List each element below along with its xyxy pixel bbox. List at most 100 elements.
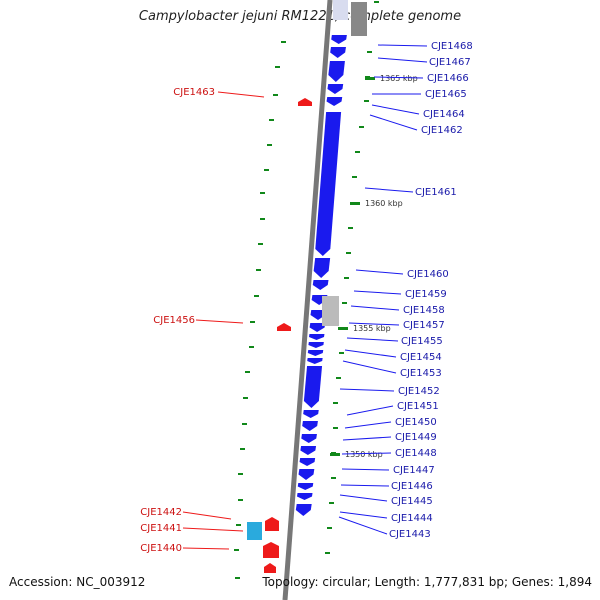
gene-label-forward: CJE1465 <box>425 89 467 100</box>
gene-label-forward: CJE1455 <box>401 336 443 347</box>
gene-label-forward: CJE1447 <box>393 465 435 476</box>
gc-tick-right <box>333 427 338 429</box>
reverse-leader-line <box>182 527 244 532</box>
gc-tick-right <box>374 1 379 3</box>
position-label: 1350 kbp <box>345 450 383 459</box>
gene-label-forward: CJE1451 <box>397 401 439 412</box>
gene-label-forward: CJE1457 <box>403 320 445 331</box>
forward-gene-arrow <box>331 35 347 44</box>
gc-tick-left <box>240 448 245 450</box>
reverse-gene-arrow <box>277 323 291 331</box>
gene-label-forward: CJE1467 <box>429 57 471 68</box>
gc-tick-left <box>256 269 261 271</box>
gc-tick-left <box>245 371 250 373</box>
gene-label-reverse: CJE1456 <box>153 315 195 326</box>
forward-gene-arrow <box>327 84 344 94</box>
gene-label-forward: CJE1448 <box>395 448 437 459</box>
forward-leader-line <box>342 360 397 374</box>
label-leader-lines <box>182 44 428 550</box>
gc-tick-right <box>331 477 336 479</box>
reverse-leader-line <box>182 511 232 520</box>
gene-label-forward: CJE1459 <box>405 289 447 300</box>
position-label: 1355 kbp <box>353 324 391 333</box>
gene-label-forward: CJE1468 <box>431 41 473 52</box>
gene-label-forward: CJE1452 <box>398 386 440 397</box>
gene-label-forward: CJE1444 <box>391 513 433 524</box>
gc-tick-right <box>364 100 369 102</box>
gc-tick-right <box>325 552 330 554</box>
forward-leader-line <box>339 511 388 519</box>
forward-leader-line <box>369 114 418 131</box>
forward-gene-arrow <box>298 469 315 480</box>
gene-label-forward: CJE1461 <box>415 187 457 198</box>
gc-tick-left <box>267 144 272 146</box>
gene-label-forward: CJE1443 <box>389 529 431 540</box>
gc-tick-right <box>333 402 338 404</box>
forward-leader-line <box>340 484 390 487</box>
forward-gene-arrow <box>297 483 314 490</box>
forward-leader-line <box>377 44 428 47</box>
forward-leader-line <box>338 516 388 535</box>
reverse-gene-arrow <box>263 542 279 558</box>
genome-summary: Topology: circular; Length: 1,777,831 bp… <box>262 575 592 589</box>
gc-tick-left <box>260 218 265 220</box>
gene-label-forward: CJE1445 <box>391 496 433 507</box>
position-labels: 1365 kbp 1360 kbp 1355 kbp 1350 kbp <box>330 74 418 459</box>
gc-tick-right <box>344 277 349 279</box>
forward-leader-line <box>341 452 392 455</box>
gene-label-forward: CJE1464 <box>423 109 465 120</box>
pseudo-gene-box <box>322 296 339 326</box>
gene-label-forward: CJE1466 <box>427 73 469 84</box>
reverse-gene-arrow <box>265 517 279 531</box>
gc-skew-ticks <box>234 1 379 579</box>
gc-tick-left <box>235 577 240 579</box>
forward-leader-line <box>348 322 400 326</box>
forward-gene-arrow <box>326 97 343 106</box>
gc-tick-right <box>355 151 360 153</box>
gc-tick-left <box>250 321 255 323</box>
gene-label-forward: CJE1458 <box>403 305 445 316</box>
gc-tick-left <box>236 524 241 526</box>
forward-gene-arrow <box>300 446 317 455</box>
gc-tick-right <box>346 252 351 254</box>
gc-tick-left <box>243 397 248 399</box>
gene-features <box>247 0 367 573</box>
forward-leader-line <box>353 290 402 295</box>
gene-label-reverse: CJE1441 <box>140 523 182 534</box>
forward-leader-line <box>371 104 420 115</box>
gc-tick-left <box>273 94 278 96</box>
gc-tick-right <box>275 66 280 68</box>
reverse-gene-arrow <box>264 563 276 573</box>
reverse-leader-line <box>217 91 265 98</box>
gc-tick-left <box>242 423 247 425</box>
gene-label-forward: CJE1460 <box>407 269 449 280</box>
position-major-tick <box>365 77 375 80</box>
forward-gene-arrow <box>315 112 342 256</box>
forward-gene-arrow <box>328 61 345 82</box>
gc-tick-right <box>342 302 347 304</box>
forward-leader-line <box>339 388 395 392</box>
forward-gene-arrow <box>297 493 313 500</box>
forward-leader-line <box>339 494 388 502</box>
map-title: Campylobacter jejuni RM1221, complete ge… <box>138 9 462 24</box>
gc-tick-left <box>264 169 269 171</box>
chromosome-backbone <box>282 0 333 600</box>
forward-leader-line <box>346 337 399 342</box>
forward-leader-line <box>344 349 397 358</box>
forward-gene-arrow <box>295 504 312 516</box>
accession-label: Accession: NC_003912 <box>9 575 146 589</box>
forward-gene-arrow <box>301 434 317 443</box>
gc-tick-left <box>254 295 259 297</box>
gc-tick-left <box>269 119 274 121</box>
forward-gene-arrow <box>313 258 331 278</box>
forward-gene-arrow <box>303 410 319 418</box>
gene-label-forward: CJE1450 <box>395 417 437 428</box>
gc-tick-right <box>339 352 344 354</box>
gene-label-forward: CJE1453 <box>400 368 442 379</box>
gc-tick-left <box>258 243 263 245</box>
gene-label-forward: CJE1454 <box>400 352 442 363</box>
gene-label-forward: CJE1449 <box>395 432 437 443</box>
forward-gene-arrow <box>308 342 324 348</box>
